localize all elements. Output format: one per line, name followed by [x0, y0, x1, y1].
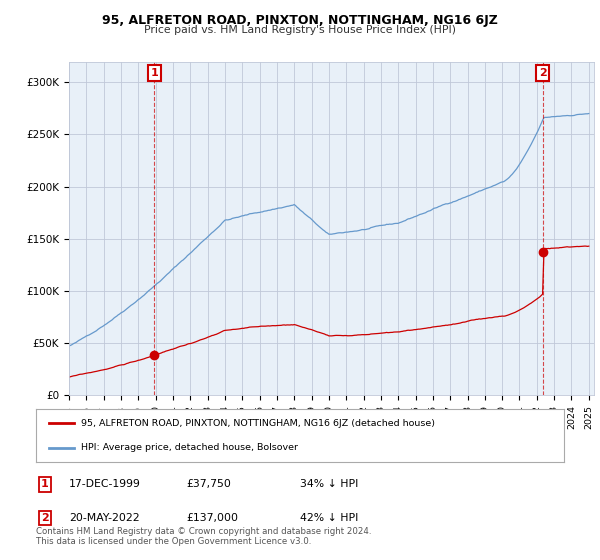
Text: £137,000: £137,000: [186, 513, 238, 523]
Text: 1: 1: [41, 479, 49, 489]
Text: 34% ↓ HPI: 34% ↓ HPI: [300, 479, 358, 489]
Text: 2: 2: [539, 68, 547, 78]
Text: 17-DEC-1999: 17-DEC-1999: [69, 479, 141, 489]
Text: £37,750: £37,750: [186, 479, 231, 489]
Text: Contains HM Land Registry data © Crown copyright and database right 2024.
This d: Contains HM Land Registry data © Crown c…: [36, 526, 371, 546]
Text: 95, ALFRETON ROAD, PINXTON, NOTTINGHAM, NG16 6JZ: 95, ALFRETON ROAD, PINXTON, NOTTINGHAM, …: [102, 14, 498, 27]
Text: 20-MAY-2022: 20-MAY-2022: [69, 513, 140, 523]
Text: HPI: Average price, detached house, Bolsover: HPI: Average price, detached house, Bols…: [81, 443, 298, 452]
Text: 42% ↓ HPI: 42% ↓ HPI: [300, 513, 358, 523]
Text: Price paid vs. HM Land Registry's House Price Index (HPI): Price paid vs. HM Land Registry's House …: [144, 25, 456, 35]
Text: 2: 2: [41, 513, 49, 523]
Text: 95, ALFRETON ROAD, PINXTON, NOTTINGHAM, NG16 6JZ (detached house): 95, ALFRETON ROAD, PINXTON, NOTTINGHAM, …: [81, 419, 435, 428]
Text: 1: 1: [151, 68, 158, 78]
